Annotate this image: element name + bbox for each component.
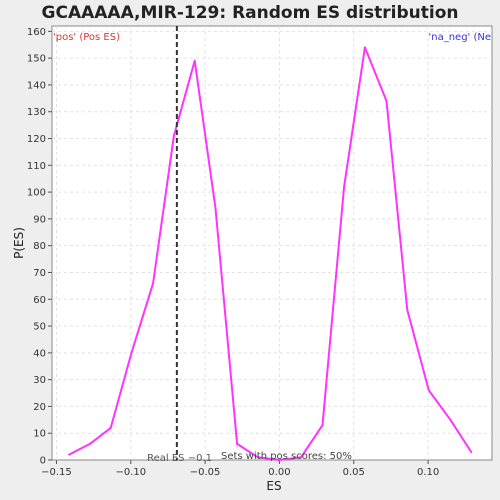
real-es-label: Real ES −0.1 [147,453,212,464]
y-tick-label: 90 [33,214,46,225]
y-tick-label: 30 [33,375,46,386]
data-point [193,59,196,62]
neg-label: 'na_neg' (Ne [428,32,491,43]
data-point [214,207,217,210]
y-tick-label: 110 [27,161,46,172]
y-tick-label: 100 [27,188,46,199]
series-line-0 [68,46,473,461]
data-point [343,185,346,188]
x-tick-label: −0.10 [115,467,146,478]
y-tick-label: 150 [27,54,46,65]
data-point [321,424,324,427]
y-tick-label: 40 [33,348,46,359]
y-tick-label: 120 [27,134,46,145]
data-point [88,442,91,445]
x-tick-label: 0.00 [268,467,290,478]
plot-area [51,25,493,461]
data-point [449,418,452,421]
y-tick-label: 160 [27,27,46,38]
pos-scores-annotation: Sets with pos scores: 50% [221,451,352,462]
data-point [152,282,155,285]
y-tick-label: 80 [33,241,46,252]
data-point [427,389,430,392]
data-point [256,456,259,459]
y-tick-label: 70 [33,268,46,279]
y-tick-label: 20 [33,402,46,413]
data-point [299,456,302,459]
x-axis-label: ES [266,479,281,493]
x-tick-label: −0.15 [41,467,72,478]
data-point [385,100,388,103]
y-tick-label: 140 [27,80,46,91]
x-tick-label: 0.10 [417,467,439,478]
axes: 0 10 20 30 40 50 60 70 80 90 100 110 120 130 140 150 160… [27,27,439,478]
y-axis-label: P(ES) [12,227,26,259]
data-point [109,426,112,429]
x-tick-label: −0.05 [190,467,221,478]
data-point [236,442,239,445]
data-point [363,46,366,49]
series-layer [68,46,473,461]
data-point [172,134,175,137]
pos-label: 'pos' (Pos ES) [53,32,120,43]
data-point [130,351,133,354]
y-tick-label: 50 [33,322,46,333]
y-tick-label: 130 [27,107,46,118]
y-tick-label: 60 [33,295,46,306]
data-point [68,453,71,456]
data-point [278,459,281,461]
y-tick-label: 10 [33,429,46,440]
data-point [406,308,409,311]
chart-title: GCAAAAA,MIR-129: Random ES distribution [42,3,459,23]
y-tick-label: 0 [40,456,46,467]
x-tick-label: 0.05 [343,467,365,478]
data-point [470,450,473,453]
